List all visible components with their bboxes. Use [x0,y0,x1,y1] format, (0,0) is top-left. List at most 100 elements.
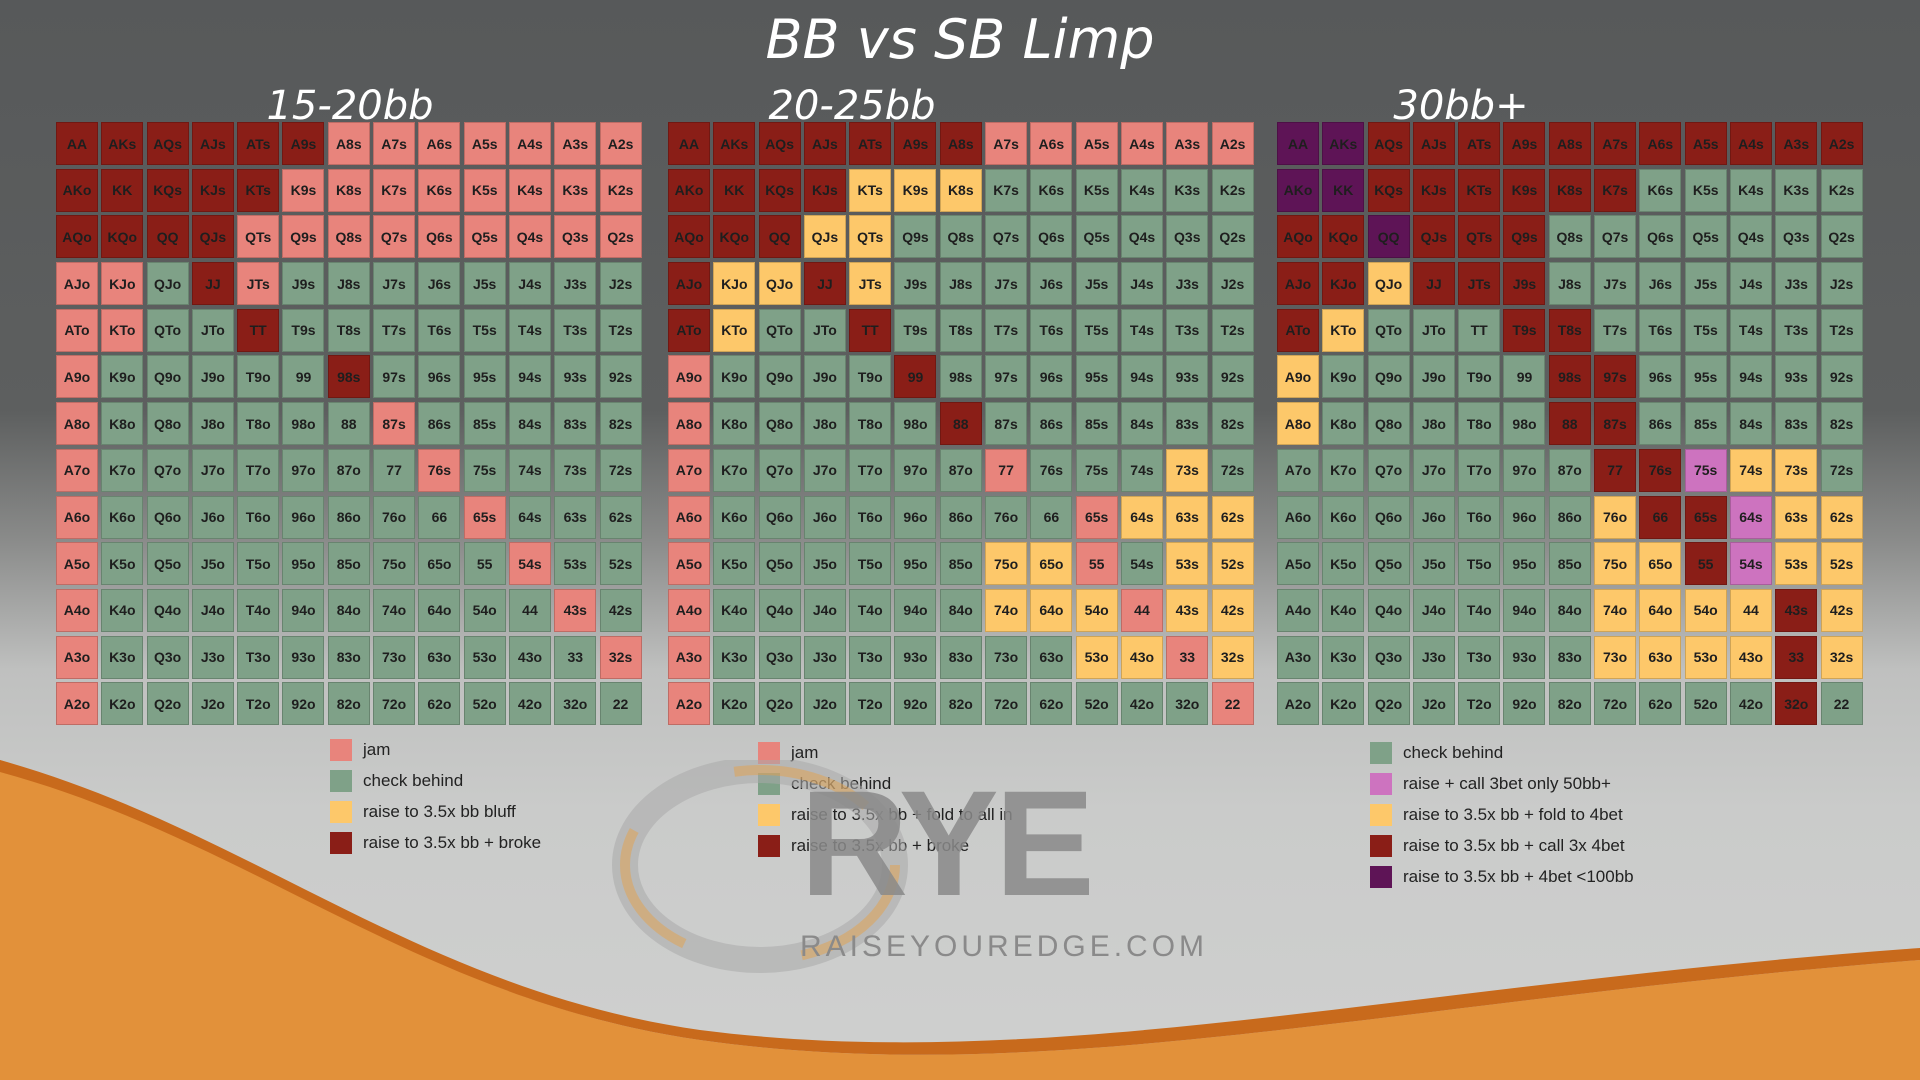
hand-cell-76s: 76s [1030,448,1073,492]
hand-cell-Q3o: Q3o [758,635,801,679]
hand-cell-JTo: JTo [1412,308,1455,352]
hand-cell-92o: 92o [1503,682,1546,726]
hand-cell-87s: 87s [1594,402,1637,446]
hand-cell-J9s: J9s [1503,262,1546,306]
hand-cell-J3s: J3s [1166,262,1209,306]
hand-cell-Q9o: Q9o [1367,355,1410,399]
hand-cell-Q9s: Q9s [1503,215,1546,259]
hand-cell-J4s: J4s [1120,262,1163,306]
hand-cell-AKs: AKs [1322,122,1365,165]
hand-cell-87o: 87o [939,448,982,492]
hand-cell-KK: KK [1322,168,1365,212]
hand-cell-84s: 84s [508,402,551,446]
hand-cell-96s: 96s [1030,355,1073,399]
hand-cell-QJo: QJo [1367,262,1410,306]
hand-cell-96s: 96s [1639,355,1682,399]
hand-cell-T2s: T2s [1211,308,1254,352]
legend-swatch [1370,741,1392,764]
hand-cell-T7o: T7o [1458,448,1501,492]
hand-cell-Q2o: Q2o [758,682,801,726]
legend-swatch [330,738,352,761]
hand-cell-K9s: K9s [282,168,325,212]
hand-cell-K6o: K6o [101,495,144,539]
hand-cell-AJs: AJs [191,122,234,165]
legend-swatch [1370,865,1392,888]
hand-cell-AQo: AQo [56,215,98,259]
hand-cell-Q2s: Q2s [599,215,642,259]
hand-cell-K9s: K9s [894,168,937,212]
hand-cell-KK: KK [713,168,756,212]
hand-cell-K4s: K4s [508,168,551,212]
hand-cell-63s: 63s [1775,495,1818,539]
hand-cell-J5o: J5o [191,542,234,586]
hand-cell-J6s: J6s [1639,262,1682,306]
hand-cell-Q7o: Q7o [1367,448,1410,492]
hand-cell-AJo: AJo [1277,262,1319,306]
hand-cell-53o: 53o [1075,635,1118,679]
hand-cell-T8o: T8o [849,402,892,446]
hand-cell-QTs: QTs [1458,215,1501,259]
hand-cell-J7o: J7o [1412,448,1455,492]
hand-cell-K4o: K4o [1322,588,1365,632]
chart-panel-20-25bb: 20-25bb AA AKs AQs AJs ATs A9s A8s A7s A6s A5s A4s… [668,86,1256,726]
hand-cell-K8o: K8o [101,402,144,446]
hand-cell-94o: 94o [1503,588,1546,632]
hand-cell-65o: 65o [1030,542,1073,586]
hand-cell-32s: 32s [1211,635,1254,679]
hand-cell-J9o: J9o [803,355,846,399]
hand-cell-52s: 52s [1820,542,1863,586]
hand-cell-J7s: J7s [1594,262,1637,306]
hand-cell-Q3s: Q3s [1775,215,1818,259]
hand-cell-42s: 42s [1820,588,1863,632]
hand-cell-T5o: T5o [849,542,892,586]
hand-cell-62o: 62o [1639,682,1682,726]
hand-cell-Q5s: Q5s [1075,215,1118,259]
hand-cell-53s: 53s [554,542,597,586]
hand-cell-J7s: J7s [985,262,1028,306]
hand-cell-82o: 82o [1548,682,1591,726]
hand-cell-Q6o: Q6o [146,495,189,539]
svg-text:RAISEYOUREDGE.COM: RAISEYOUREDGE.COM [800,930,1208,963]
hand-cell-J4o: J4o [191,588,234,632]
hand-cell-J8o: J8o [191,402,234,446]
hand-cell-K2s: K2s [1211,168,1254,212]
hand-cell-62o: 62o [1030,682,1073,726]
hand-cell-AQs: AQs [758,122,801,165]
hand-cell-54o: 54o [1684,588,1727,632]
hand-cell-83s: 83s [554,402,597,446]
legend-label: jam [363,739,391,759]
hand-cell-22: 22 [1211,682,1254,726]
legend-15-20bb: jam check behind raise to 3.5x bb bluff rai… [330,734,541,858]
hand-cell-JTs: JTs [849,262,892,306]
hand-cell-AKo: AKo [668,168,710,212]
hand-cell-K6s: K6s [1030,168,1073,212]
hand-cell-A5s: A5s [1075,122,1118,165]
hand-cell-87o: 87o [1548,448,1591,492]
hand-cell-T5s: T5s [1075,308,1118,352]
hand-cell-98o: 98o [1503,402,1546,446]
hand-cell-85o: 85o [1548,542,1591,586]
hand-cell-42s: 42s [1211,588,1254,632]
legend-label: check behind [1403,742,1504,762]
hand-cell-63o: 63o [1639,635,1682,679]
hand-cell-K7o: K7o [713,448,756,492]
hand-cell-J6o: J6o [803,495,846,539]
panel-title: 20-25bb [768,83,936,129]
hand-cell-K2o: K2o [1322,682,1365,726]
hand-cell-96s: 96s [418,355,461,399]
hand-cell-A2o: A2o [56,682,98,726]
hand-cell-A3s: A3s [1775,122,1818,165]
hand-cell-53o: 53o [1684,635,1727,679]
hand-cell-74s: 74s [1729,448,1772,492]
hand-cell-ATs: ATs [849,122,892,165]
hand-cell-J4o: J4o [803,588,846,632]
hand-cell-QTs: QTs [849,215,892,259]
hand-cell-99: 99 [1503,355,1546,399]
hand-cell-96o: 96o [894,495,937,539]
hand-cell-T7s: T7s [1594,308,1637,352]
hand-cell-KTs: KTs [237,168,280,212]
hand-cell-86s: 86s [418,402,461,446]
hand-cell-A2o: A2o [1277,682,1319,726]
hand-cell-QQ: QQ [758,215,801,259]
legend-label: raise to 3.5x bb + call 3x 4bet [1403,835,1625,855]
